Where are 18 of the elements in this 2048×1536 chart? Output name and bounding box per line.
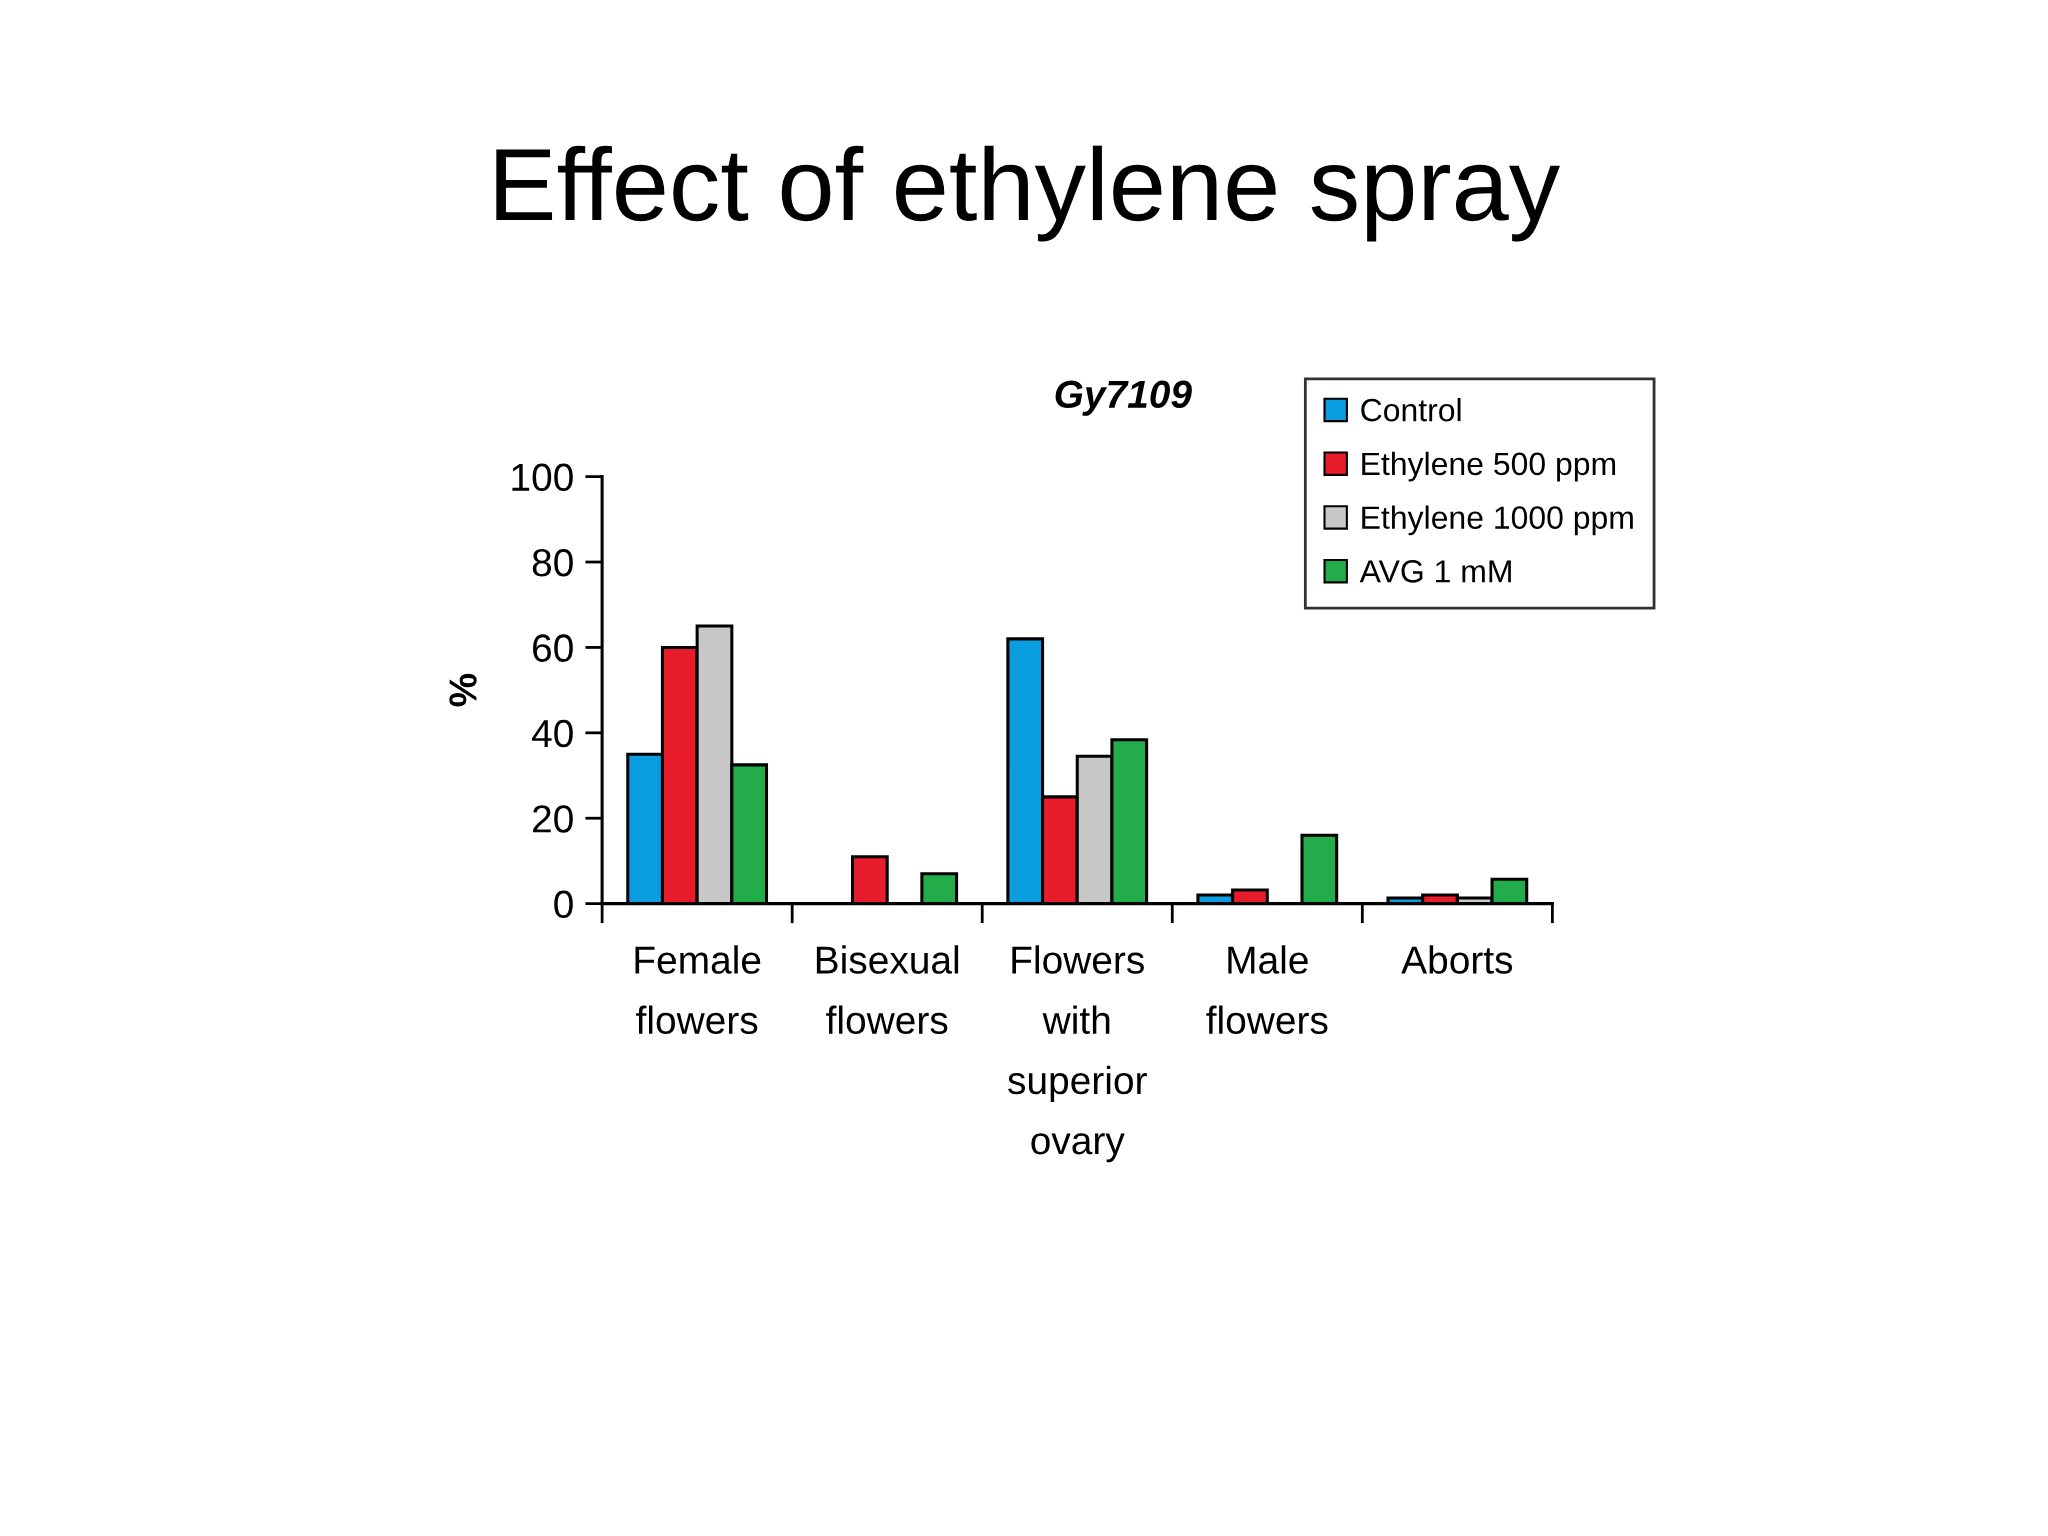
y-tick-label: 40 [531, 719, 573, 748]
x-tick-label: Bisexual flowers [816, 945, 959, 1035]
legend-label: Control [1361, 398, 1461, 422]
y-tick-label: 20 [533, 805, 573, 833]
legend-label: Ethylene 1000 ppm [1362, 505, 1633, 536]
y-tick-label: 80 [532, 548, 573, 577]
chart-title: Effect of ethylene spray [496, 145, 1560, 242]
chart-subtitle: Gy7109 [1055, 380, 1192, 416]
x-tick-label: Flowers with superior ovary [1008, 945, 1147, 1163]
y-tick-label: 60 [533, 634, 573, 662]
y-tick-label: 0 [554, 890, 573, 919]
y-axis-title: % [449, 673, 477, 707]
x-tick-label: Male flowers [1206, 945, 1328, 1035]
legend-label: Ethylene 500 ppm [1362, 451, 1616, 482]
x-tick-label: Female flowers [635, 945, 761, 1035]
legend-label: AVG 1 mM [1359, 560, 1511, 583]
y-tick-label: 100 [512, 463, 573, 492]
x-tick-label: Aborts [1401, 945, 1513, 974]
